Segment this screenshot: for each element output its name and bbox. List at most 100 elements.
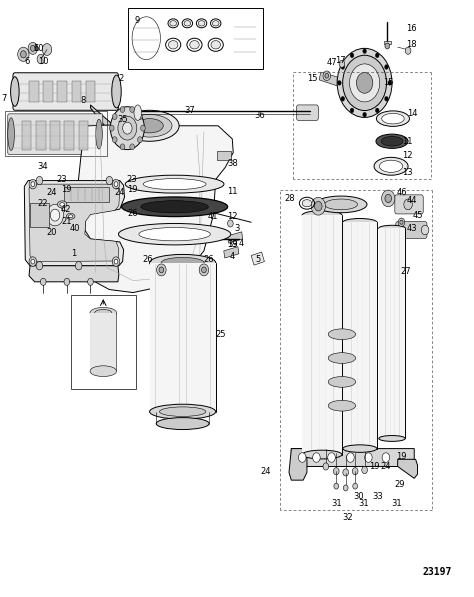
Ellipse shape bbox=[400, 220, 403, 224]
Bar bbox=[79, 121, 88, 150]
Text: 26: 26 bbox=[128, 210, 138, 219]
Circle shape bbox=[137, 113, 142, 119]
Circle shape bbox=[114, 181, 118, 186]
Text: 26: 26 bbox=[203, 256, 214, 264]
Polygon shape bbox=[292, 448, 414, 466]
Ellipse shape bbox=[376, 134, 408, 149]
Text: 27: 27 bbox=[401, 267, 411, 276]
Text: 19: 19 bbox=[127, 185, 137, 194]
Text: 24: 24 bbox=[260, 467, 271, 476]
Bar bbox=[90, 313, 117, 371]
Ellipse shape bbox=[398, 218, 405, 226]
Ellipse shape bbox=[66, 213, 75, 219]
Circle shape bbox=[349, 64, 380, 102]
Circle shape bbox=[28, 42, 37, 54]
Text: 36: 36 bbox=[255, 110, 265, 119]
Text: 18: 18 bbox=[406, 40, 416, 50]
Ellipse shape bbox=[57, 201, 67, 208]
Ellipse shape bbox=[343, 445, 377, 453]
Text: 11: 11 bbox=[402, 137, 412, 146]
Circle shape bbox=[50, 209, 60, 221]
Bar bbox=[64, 121, 74, 150]
FancyBboxPatch shape bbox=[128, 11, 164, 66]
Bar bbox=[50, 121, 60, 150]
Ellipse shape bbox=[379, 436, 405, 441]
Ellipse shape bbox=[374, 158, 408, 175]
Circle shape bbox=[343, 485, 348, 491]
Text: 30: 30 bbox=[354, 492, 364, 501]
Circle shape bbox=[365, 453, 372, 462]
Ellipse shape bbox=[60, 202, 64, 206]
Ellipse shape bbox=[96, 119, 102, 149]
Circle shape bbox=[199, 264, 209, 276]
Ellipse shape bbox=[10, 77, 19, 106]
Ellipse shape bbox=[382, 113, 404, 124]
Bar bbox=[71, 295, 136, 389]
Circle shape bbox=[195, 204, 201, 213]
Circle shape bbox=[18, 47, 29, 61]
Text: 6: 6 bbox=[34, 44, 39, 53]
Bar bbox=[64, 186, 109, 202]
Ellipse shape bbox=[302, 199, 312, 207]
Text: 20: 20 bbox=[46, 229, 57, 238]
Circle shape bbox=[341, 96, 345, 101]
Bar bbox=[150, 263, 216, 412]
Text: 15: 15 bbox=[307, 73, 318, 82]
Circle shape bbox=[337, 48, 392, 118]
Ellipse shape bbox=[328, 353, 356, 364]
FancyBboxPatch shape bbox=[229, 11, 261, 65]
Polygon shape bbox=[224, 247, 239, 258]
Ellipse shape bbox=[69, 215, 73, 218]
Circle shape bbox=[388, 81, 392, 85]
Text: 10: 10 bbox=[38, 57, 48, 66]
Circle shape bbox=[130, 144, 135, 150]
Circle shape bbox=[341, 64, 345, 69]
Ellipse shape bbox=[198, 21, 205, 26]
Circle shape bbox=[20, 51, 26, 58]
Text: 37: 37 bbox=[184, 106, 195, 115]
Polygon shape bbox=[228, 232, 243, 243]
Text: 5: 5 bbox=[255, 256, 261, 264]
Circle shape bbox=[36, 176, 43, 184]
Text: 31: 31 bbox=[331, 500, 342, 509]
Circle shape bbox=[356, 72, 373, 93]
Circle shape bbox=[31, 259, 35, 264]
Text: 31: 31 bbox=[358, 500, 369, 509]
Ellipse shape bbox=[343, 219, 377, 226]
Text: 25: 25 bbox=[215, 330, 226, 338]
Circle shape bbox=[141, 125, 146, 131]
Text: 26: 26 bbox=[142, 256, 153, 264]
Text: 6: 6 bbox=[24, 57, 29, 66]
Circle shape bbox=[120, 144, 125, 150]
Text: 23197: 23197 bbox=[423, 567, 452, 577]
Bar bbox=[383, 41, 391, 44]
Bar bbox=[128, 8, 263, 69]
Text: 3: 3 bbox=[234, 224, 240, 233]
Circle shape bbox=[375, 53, 379, 58]
Ellipse shape bbox=[324, 199, 357, 210]
Text: 39: 39 bbox=[227, 241, 237, 250]
Text: 46: 46 bbox=[396, 188, 407, 197]
Ellipse shape bbox=[90, 366, 117, 377]
Text: 15: 15 bbox=[383, 78, 393, 87]
Text: 21: 21 bbox=[62, 217, 72, 226]
Circle shape bbox=[64, 278, 70, 285]
Polygon shape bbox=[289, 448, 307, 480]
Text: 24: 24 bbox=[381, 462, 391, 471]
Bar bbox=[22, 121, 31, 150]
Circle shape bbox=[313, 453, 320, 462]
Circle shape bbox=[353, 483, 357, 489]
Ellipse shape bbox=[421, 225, 429, 235]
Polygon shape bbox=[24, 180, 125, 266]
Circle shape bbox=[29, 257, 36, 266]
Circle shape bbox=[201, 267, 206, 273]
Ellipse shape bbox=[381, 136, 403, 146]
Ellipse shape bbox=[315, 196, 367, 213]
Circle shape bbox=[112, 113, 117, 119]
Circle shape bbox=[350, 53, 354, 58]
Ellipse shape bbox=[168, 41, 178, 49]
FancyBboxPatch shape bbox=[395, 195, 423, 214]
Polygon shape bbox=[29, 266, 119, 282]
Text: 47: 47 bbox=[326, 58, 337, 67]
Circle shape bbox=[123, 122, 132, 134]
